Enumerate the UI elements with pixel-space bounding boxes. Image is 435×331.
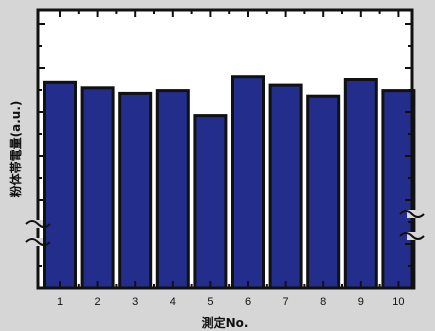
x-axis-title: 測定No.	[202, 315, 249, 330]
bar-1	[43, 80, 77, 290]
x-tick-labels: 1 2 3 4 5 6 7 8 9 10	[57, 296, 405, 308]
bar-3	[118, 91, 153, 290]
x-tick-label: 4	[170, 296, 176, 308]
bar-6	[231, 75, 265, 290]
bar-9	[343, 78, 378, 290]
y-axis-title: 粉体帯電量(a.u.)	[8, 101, 23, 198]
bar-10	[381, 89, 416, 290]
axis-break-mark	[399, 210, 425, 218]
x-tick-label: 6	[245, 296, 251, 308]
x-tick-label: 7	[283, 296, 289, 308]
x-tick-label: 8	[320, 296, 326, 308]
x-tick-label: 1	[57, 296, 63, 308]
x-tick-label: 2	[95, 296, 101, 308]
axis-break-mark	[25, 220, 51, 228]
x-tick-label: 9	[358, 296, 364, 308]
bars-layer	[38, 10, 416, 290]
axis-break-mark	[25, 238, 51, 246]
bar-5	[193, 114, 228, 290]
axis-break-mark	[399, 232, 425, 240]
axis-break-layer	[25, 210, 425, 246]
bar-8	[306, 94, 341, 290]
plot-frame	[36, 8, 414, 290]
bar-2	[80, 86, 115, 290]
x-tick-label: 10	[392, 296, 404, 308]
bar-7	[268, 83, 303, 290]
x-tick-label: 5	[207, 296, 213, 308]
x-tick-label: 3	[132, 296, 138, 308]
bar-4	[155, 89, 190, 290]
